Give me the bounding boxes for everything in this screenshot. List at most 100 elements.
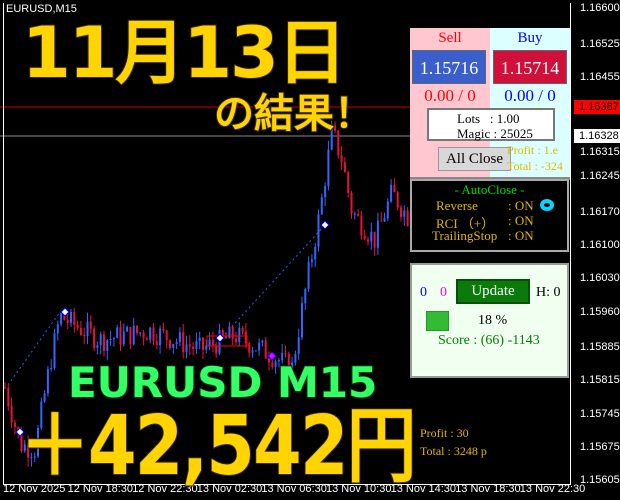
candle-body xyxy=(350,193,353,214)
candle-body xyxy=(353,213,356,215)
trend-line xyxy=(214,224,326,346)
status-square xyxy=(426,311,449,331)
buy-title: Buy xyxy=(517,30,543,46)
candle-body xyxy=(317,214,320,247)
price-tick: 1.16525 xyxy=(580,37,620,50)
signal-marker-icon xyxy=(320,220,330,230)
count-magenta: 0 xyxy=(440,285,447,300)
candle-body xyxy=(277,360,280,362)
status-indicator-icon[interactable] xyxy=(540,199,554,211)
overlay-date: 11月13日 xyxy=(21,12,348,94)
candle-body xyxy=(43,393,46,402)
candle-body xyxy=(86,321,89,337)
autoclose-label: RCI （+） xyxy=(436,216,495,231)
candle-body xyxy=(165,330,168,341)
candle-body xyxy=(63,313,66,321)
candle-body xyxy=(109,339,112,341)
candle-body xyxy=(241,327,244,332)
overlay-subtitle: の結果！ xyxy=(213,91,375,137)
price-tick: 1.16100 xyxy=(580,239,620,252)
buy-button[interactable]: 1.15714 xyxy=(493,50,567,84)
update-button[interactable]: Update xyxy=(456,279,530,304)
candle-body xyxy=(261,340,264,343)
time-tick: 12 Nov 18:30 xyxy=(67,483,134,495)
candle-body xyxy=(192,346,195,349)
candle-body xyxy=(152,327,155,342)
candle-body xyxy=(340,155,343,163)
candle-body xyxy=(37,427,39,457)
candle-body xyxy=(50,367,53,370)
all-close-button[interactable]: All Close xyxy=(438,147,511,171)
candle-body xyxy=(215,345,218,354)
progress-percent: 18 % xyxy=(478,313,508,328)
buy-pl: 0.00 / 0 xyxy=(504,86,556,105)
score-value: Score : (66) -1143 xyxy=(438,333,540,348)
candle-body xyxy=(83,334,86,337)
candle-body xyxy=(172,344,175,348)
candle-body xyxy=(357,213,360,216)
candle-body xyxy=(301,303,303,338)
candle-body xyxy=(103,334,105,351)
candle-body xyxy=(403,210,406,217)
order-box xyxy=(206,335,248,347)
signal-marker-icon xyxy=(215,333,225,343)
candle-body xyxy=(238,327,241,343)
candle-body xyxy=(297,337,300,354)
candle-body xyxy=(99,334,102,346)
candle-body xyxy=(175,342,178,345)
sell-title: Sell xyxy=(438,30,462,46)
candle-body xyxy=(320,197,323,215)
candle-body xyxy=(7,387,10,407)
candle-body xyxy=(33,456,36,458)
candle-body xyxy=(202,337,204,350)
candle-body xyxy=(244,331,247,344)
candle-body xyxy=(23,444,26,452)
time-tick: 12 Nov 22:30 xyxy=(132,483,198,495)
time-tick: 13 Nov 22:30 xyxy=(519,483,586,495)
autoclose-label: TrailingStop xyxy=(432,228,498,243)
candle-body xyxy=(360,215,363,236)
lots-field[interactable]: Lots : 1.00 Magic : 25025 xyxy=(427,108,555,141)
candle-body xyxy=(284,352,287,354)
candle-body xyxy=(281,352,284,361)
price-tick: 1.16455 xyxy=(580,70,620,83)
count-blue: 0 xyxy=(420,285,427,300)
price-tick: 1.16170 xyxy=(580,205,620,218)
score-panel: 0 0 Update H: 0 18 % Score : (66) -1143 xyxy=(410,263,569,378)
total-label: Total : 3248 p xyxy=(420,444,487,458)
autoclose-label: Reverse xyxy=(436,198,478,213)
candle-body xyxy=(390,184,393,202)
candle-body xyxy=(205,345,208,350)
candle-body xyxy=(142,332,145,339)
candle-body xyxy=(264,340,267,359)
candle-body xyxy=(386,201,389,219)
chart-frame xyxy=(3,3,571,485)
sell-pl: 0.00 / 0 xyxy=(424,86,476,105)
sell-button[interactable]: 1.15716 xyxy=(412,50,486,84)
price-tick: 1.15960 xyxy=(580,305,620,318)
magic-value: Magic : 25025 xyxy=(457,126,533,141)
candle-body xyxy=(258,342,261,351)
candle-body xyxy=(363,235,366,240)
candle-body xyxy=(251,350,254,353)
candle-body xyxy=(198,337,201,342)
candle-body xyxy=(185,344,188,353)
candle-body xyxy=(307,262,310,289)
overlay-pair: EURUSD M15 xyxy=(67,358,378,407)
candle-body xyxy=(370,231,373,242)
candle-body xyxy=(20,433,23,452)
candle-body xyxy=(324,186,327,198)
autoclose-title: - AutoClose - xyxy=(454,182,525,197)
candle-body xyxy=(40,401,43,428)
candle-body xyxy=(330,124,333,150)
price-tick: 1.16030 xyxy=(580,272,620,285)
candle-body xyxy=(106,340,109,351)
candle-body xyxy=(76,324,79,328)
candle-body xyxy=(53,333,56,368)
price-tick: 1.16315 xyxy=(580,146,620,158)
signal-marker-icon xyxy=(60,307,70,317)
candle-body xyxy=(248,343,251,353)
price-tick: 1.16600 xyxy=(580,2,620,14)
candle-body xyxy=(231,326,234,339)
